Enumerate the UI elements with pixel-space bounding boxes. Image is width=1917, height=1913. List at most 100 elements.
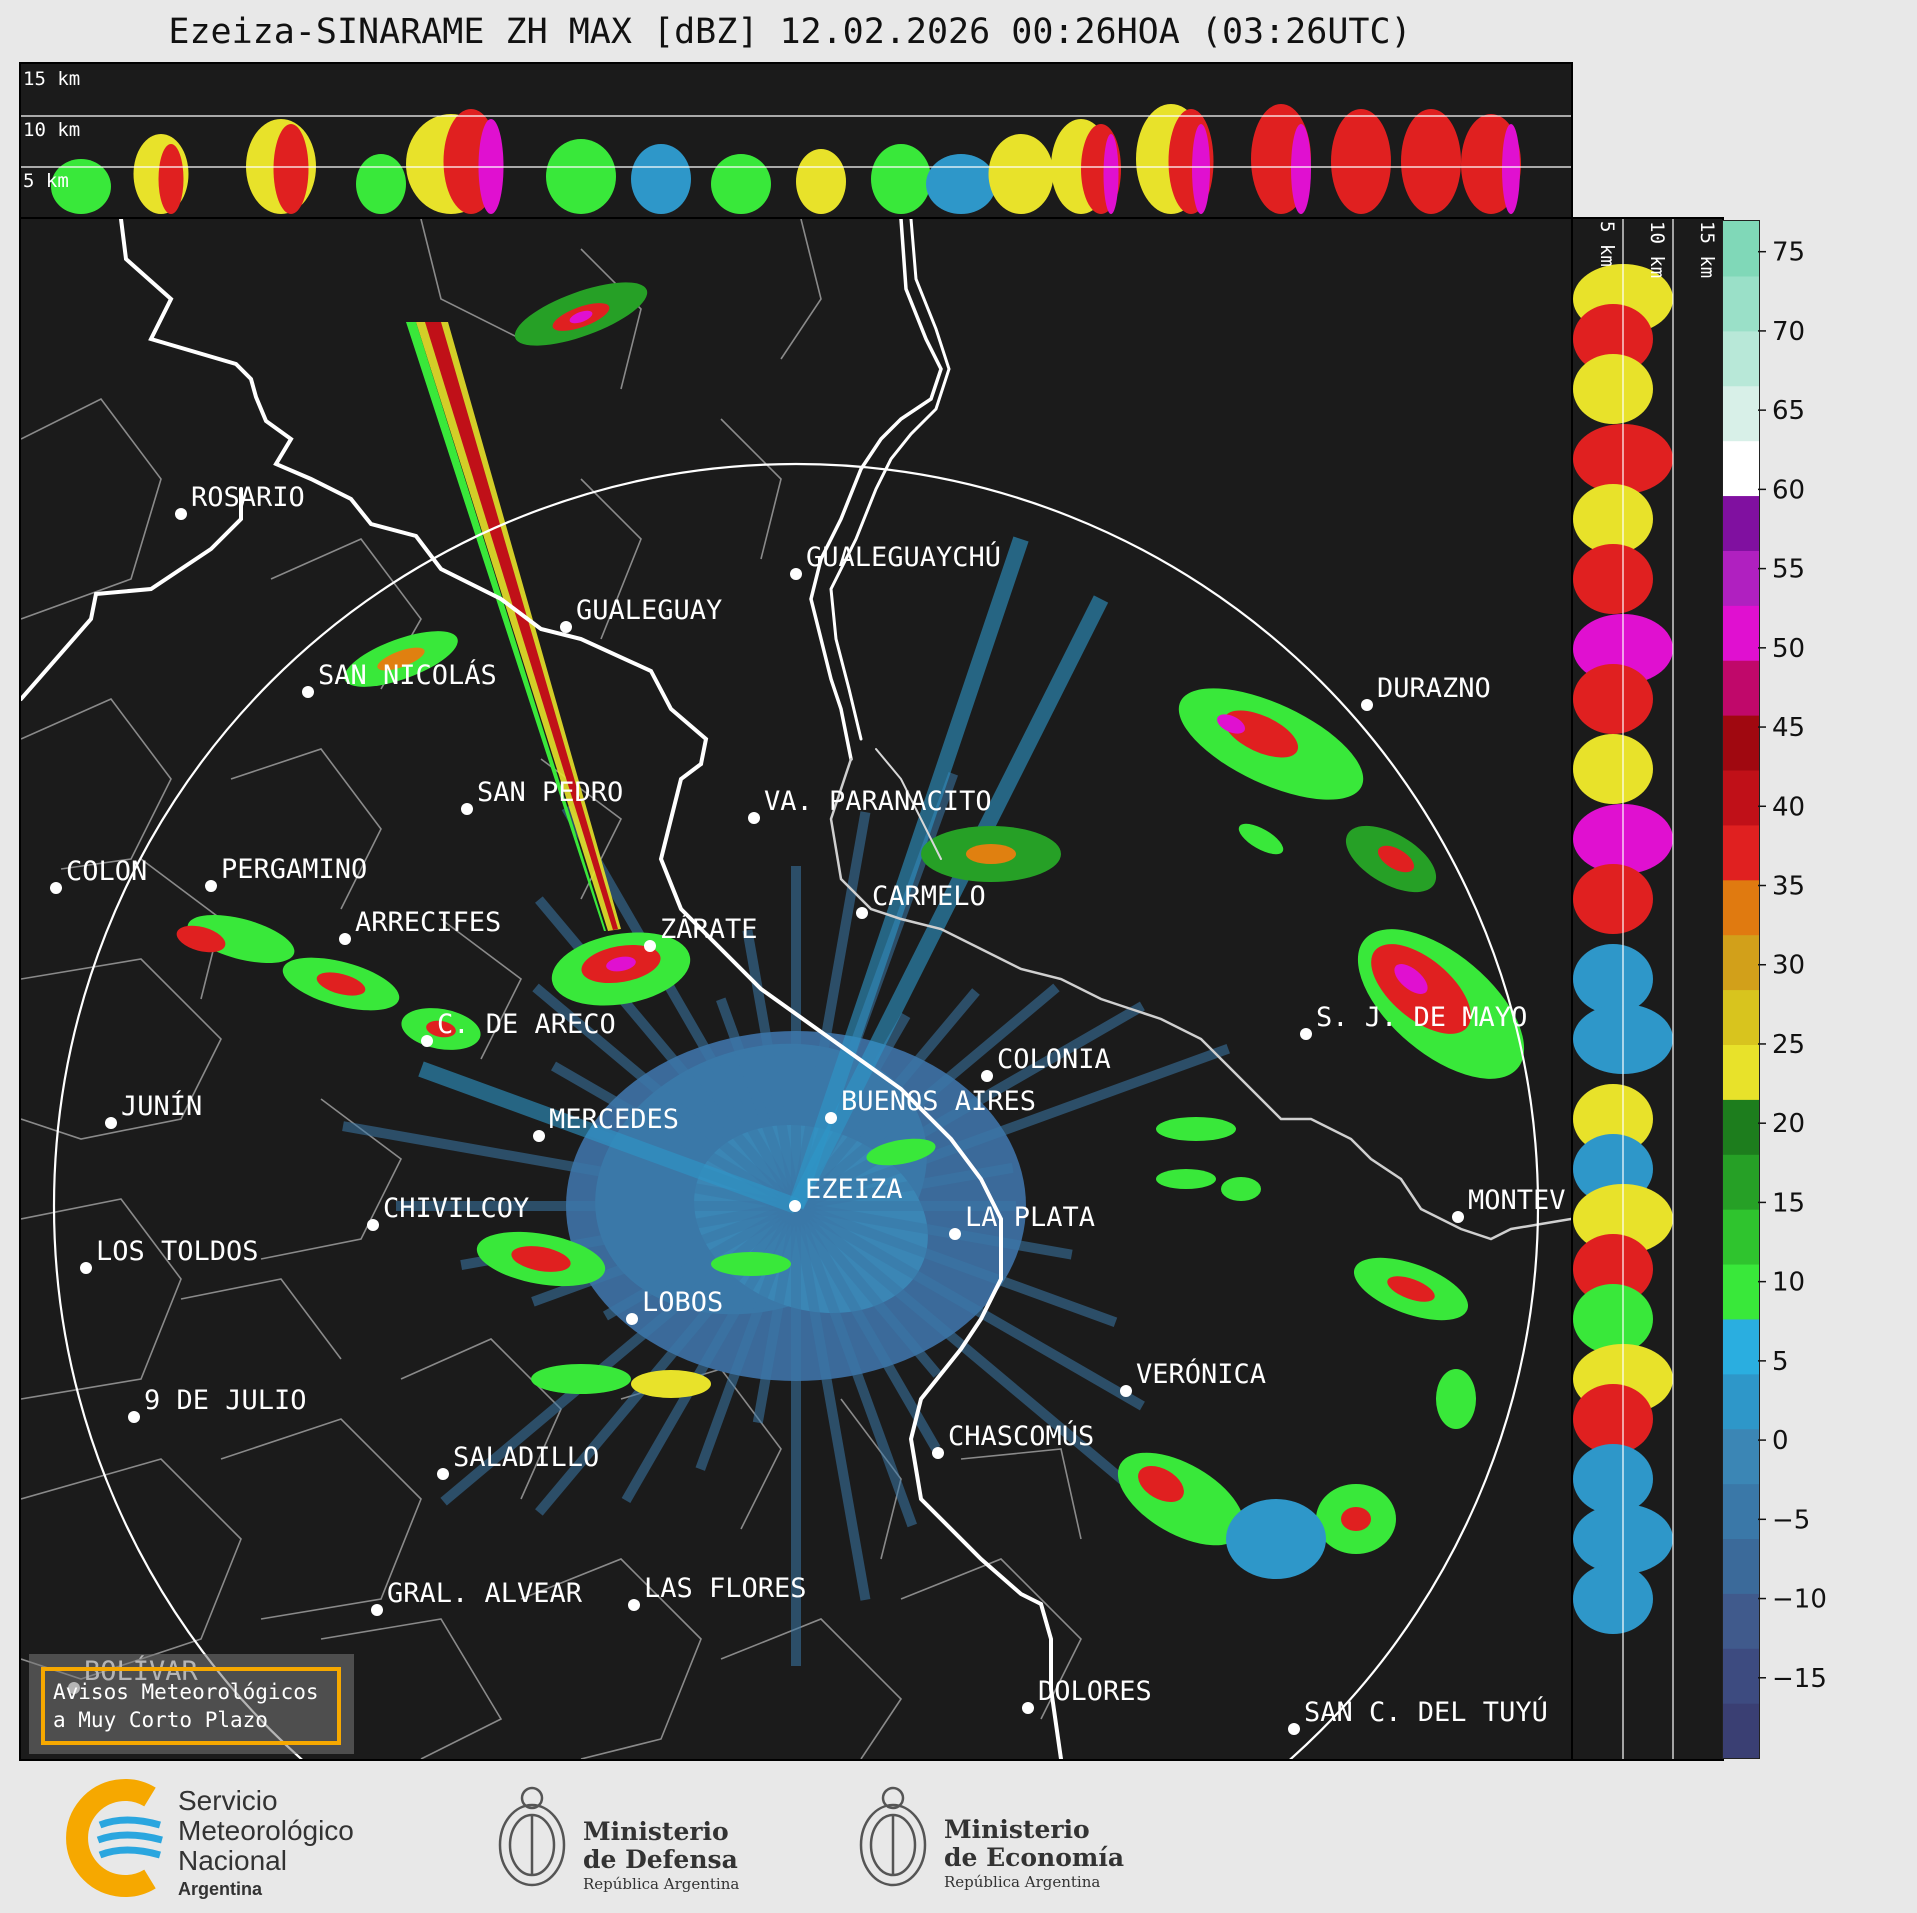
side-echo-cell bbox=[1573, 1084, 1653, 1154]
city-label: SAN NICOLÁS bbox=[318, 659, 497, 691]
radar-beam-artifact bbox=[406, 322, 621, 931]
city-labels: ROSARIO GUALEGUAYCHÚ GUALEGUAY SAN NICOLÁS D… bbox=[50, 482, 1566, 1735]
city-marker bbox=[1300, 1028, 1312, 1040]
city-label: JUNÍN bbox=[121, 1090, 202, 1122]
city-marker bbox=[437, 1468, 449, 1480]
top-echo-cell bbox=[158, 144, 184, 214]
echo-cell bbox=[1221, 1177, 1261, 1201]
economia-line2: de Economía bbox=[944, 1843, 1124, 1872]
city-label: SALADILLO bbox=[453, 1442, 599, 1473]
echo-ray bbox=[793, 1201, 1145, 1411]
city-label: LAS FLORES bbox=[644, 1573, 807, 1604]
echo-ray bbox=[342, 1121, 797, 1211]
city-label: SAN C. DEL TUYÚ bbox=[1304, 1696, 1548, 1728]
side-echo-cell bbox=[1573, 734, 1653, 804]
smn-line3: Nacional bbox=[178, 1845, 287, 1876]
echo-ray bbox=[793, 1001, 1145, 1211]
city-label: DOLORES bbox=[1038, 1676, 1152, 1707]
city-marker bbox=[949, 1228, 961, 1240]
echo-ray bbox=[531, 1201, 798, 1307]
colorbar-segment bbox=[1723, 879, 1759, 936]
colorbar-tick-label: 20 bbox=[1772, 1109, 1805, 1139]
side-echo-cell bbox=[1573, 664, 1653, 734]
colorbar-segment bbox=[1723, 440, 1759, 497]
top-label-5km: 5 km bbox=[23, 170, 69, 192]
echo-ray bbox=[418, 1061, 799, 1214]
city-marker bbox=[302, 686, 314, 698]
defensa-line2: de Defensa bbox=[583, 1845, 738, 1874]
side-echo-cell bbox=[1573, 944, 1653, 1014]
city-marker bbox=[748, 812, 760, 824]
city-marker bbox=[461, 803, 473, 815]
city-label: CARMELO bbox=[872, 881, 986, 912]
city-label: SAN PEDRO bbox=[477, 777, 623, 808]
colorbar-svg bbox=[1723, 221, 1759, 1759]
echo-ray bbox=[791, 1203, 941, 1451]
echo-cell bbox=[866, 1138, 936, 1166]
coat-of-arms-icon bbox=[859, 1786, 927, 1887]
city-label: S. J. DE MAYO bbox=[1316, 1002, 1527, 1033]
colorbar-segment bbox=[1723, 1538, 1759, 1594]
radar-map-svg: ROSARIO GUALEGUAYCHÚ GUALEGUAY SAN NICOLÁS D… bbox=[21, 219, 1571, 1759]
echo-cell bbox=[569, 310, 593, 324]
echo-cell bbox=[1138, 1465, 1184, 1503]
city-label: 9 DE JULIO bbox=[144, 1385, 307, 1416]
colorbar-tick-label: −15 bbox=[1772, 1664, 1827, 1694]
smn-line4: Argentina bbox=[178, 1879, 263, 1899]
colorbar-tick-label: 5 bbox=[1772, 1347, 1789, 1377]
colorbar-tick-label: 0 bbox=[1772, 1426, 1789, 1456]
top-echo-cell bbox=[1401, 109, 1461, 214]
side-cross-section-plot: 5 km 10 km 15 km bbox=[1573, 219, 1718, 1759]
colorbar-segment bbox=[1723, 605, 1759, 661]
smn-line1: Servicio bbox=[178, 1785, 278, 1816]
city-marker bbox=[932, 1447, 944, 1459]
top-echo-cell bbox=[711, 154, 771, 214]
echo-ray bbox=[742, 929, 801, 1207]
city-label: PERGAMINO bbox=[221, 854, 367, 885]
echo-cell bbox=[316, 972, 366, 996]
top-cross-section-panel: 15 km 10 km 5 km bbox=[19, 62, 1573, 219]
top-label-10km: 10 km bbox=[23, 119, 80, 141]
city-label: VERÓNICA bbox=[1136, 1358, 1266, 1390]
city-marker bbox=[1022, 1702, 1034, 1714]
colorbar-segment bbox=[1723, 495, 1759, 551]
echo-cell bbox=[606, 956, 636, 972]
colorbar-tick-label: −10 bbox=[1772, 1585, 1827, 1615]
side-echo-cell bbox=[1573, 1444, 1653, 1514]
echo-ray bbox=[795, 1201, 1073, 1260]
city-label: ARRECIFES bbox=[355, 907, 501, 938]
top-echo-cell bbox=[988, 134, 1054, 214]
colorbar-segment bbox=[1723, 1263, 1759, 1320]
city-label: CHIVILCOY bbox=[383, 1193, 529, 1224]
side-echo-cell bbox=[1573, 1284, 1653, 1354]
warning-box[interactable]: Avisos Meteorológicos a Muy Corto Plazo bbox=[29, 1654, 354, 1754]
smn-line2: Meteorológico bbox=[178, 1815, 354, 1846]
city-label: CHASCOMÚS bbox=[948, 1420, 1094, 1452]
colorbar-tick-label: 40 bbox=[1772, 792, 1805, 822]
side-echo-cell bbox=[1573, 1564, 1653, 1634]
echo-ray bbox=[791, 1205, 871, 1601]
economia-line1: Ministerio bbox=[944, 1815, 1090, 1844]
city-label: VA. PARANACITO bbox=[764, 786, 992, 817]
colorbar-segment bbox=[1723, 1318, 1759, 1375]
city-marker bbox=[175, 508, 187, 520]
echo-ray bbox=[602, 1201, 799, 1321]
footer-svg: Servicio Meteorológico Nacional Argentin… bbox=[66, 1779, 1124, 1899]
city-label: MONTEV bbox=[1468, 1185, 1566, 1216]
city-marker bbox=[981, 1070, 993, 1082]
colorbar-tick-label: 60 bbox=[1772, 475, 1805, 505]
city-label: GRAL. ALVEAR bbox=[387, 1578, 583, 1609]
colorbar-tick-label: 35 bbox=[1772, 872, 1805, 902]
top-echo-cell bbox=[1192, 124, 1210, 214]
colorbar-segment bbox=[1723, 275, 1759, 332]
echo-ray bbox=[794, 1043, 1230, 1211]
echo-ray bbox=[551, 1061, 799, 1211]
colorbar-tick-label: 30 bbox=[1772, 951, 1805, 981]
colorbar-ticks: 75 70 65 60 55 50 45 40 35 30 25 20 15 10 5 0 −5 −10 −15 bbox=[1758, 220, 1908, 1757]
echo-ray bbox=[752, 1205, 801, 1424]
city-marker bbox=[1452, 1211, 1464, 1223]
city-label: MERCEDES bbox=[549, 1104, 679, 1135]
colorbar-segment bbox=[1723, 1209, 1759, 1265]
echo-cell bbox=[1238, 823, 1284, 855]
